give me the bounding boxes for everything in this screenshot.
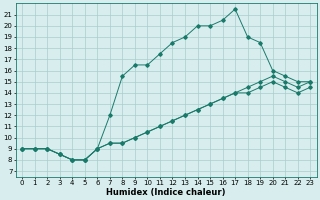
X-axis label: Humidex (Indice chaleur): Humidex (Indice chaleur) [107, 188, 226, 197]
